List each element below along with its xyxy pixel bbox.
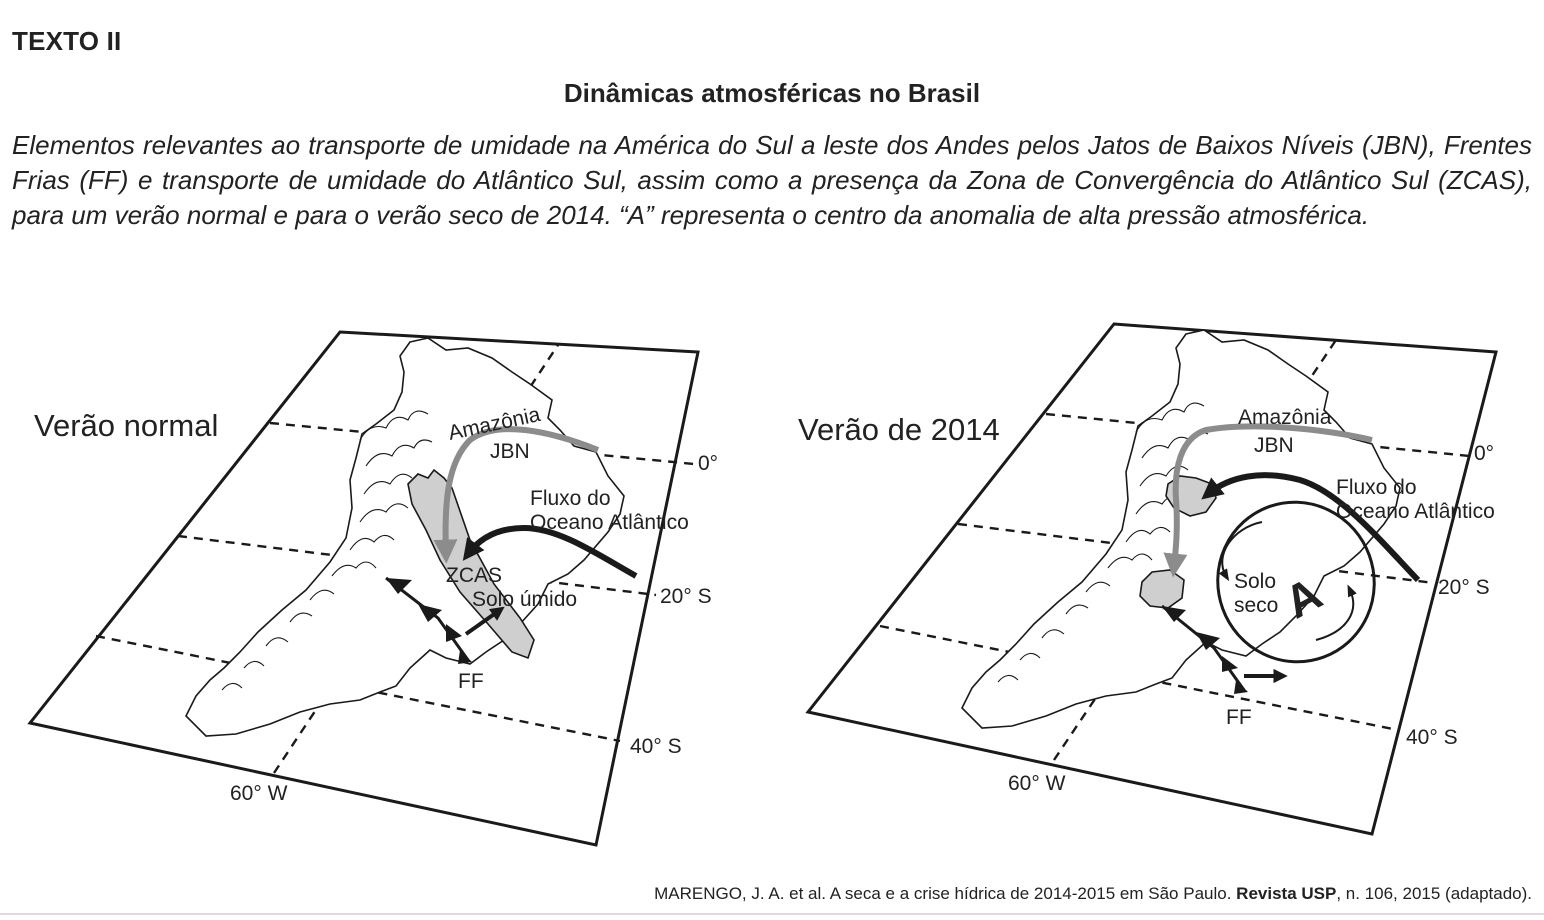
lon-60-label: 60° W bbox=[230, 782, 288, 805]
jbn-label: JBN bbox=[490, 440, 530, 463]
jbn-arrow bbox=[1163, 423, 1373, 578]
flow-label-line2: Oceano Atlântico bbox=[530, 511, 689, 534]
ff-label: FF bbox=[1226, 706, 1252, 729]
section-heading: TEXTO II bbox=[12, 26, 122, 56]
lon-60-label: 60° W bbox=[1008, 772, 1066, 795]
maps-figure: Verão normal Amazônia JBN Fluxo do Ocean… bbox=[27, 322, 1498, 847]
dry-patch-south bbox=[1139, 569, 1185, 609]
flow-label-line2: Oceano Atlântico bbox=[1336, 500, 1495, 523]
jbn-label: JBN bbox=[1254, 434, 1294, 457]
zcas-label: ZCAS bbox=[446, 564, 502, 587]
flow-label-line1: Fluxo do bbox=[1336, 476, 1417, 499]
flow-label-line1: Fluxo do bbox=[530, 487, 611, 510]
lat-40-label: 40° S bbox=[630, 735, 682, 758]
cold-front bbox=[385, 576, 472, 664]
soil-label-line1: Solo bbox=[1234, 570, 1276, 593]
lat-40-label: 40° S bbox=[1406, 726, 1458, 749]
lat-0-label: 0° bbox=[698, 452, 718, 475]
jbn-arrow bbox=[433, 426, 600, 564]
amazonia-label: Amazônia bbox=[1238, 406, 1332, 429]
map-dry: Verão de 2014 Amazônia JBN Fluxo do Ocea… bbox=[798, 322, 1498, 836]
atlantic-flow-arrow bbox=[1201, 472, 1421, 583]
circulation-arrow-left bbox=[1218, 521, 1263, 582]
lat-20-label: 20° S bbox=[1438, 576, 1490, 599]
map-normal: Verão normal Amazônia JBN Fluxo do Ocean… bbox=[27, 330, 718, 847]
figure-caption: Elementos relevantes ao transporte de um… bbox=[12, 130, 1532, 230]
map-title: Verão normal bbox=[34, 408, 218, 443]
cold-front bbox=[1161, 604, 1248, 694]
soil-label-line2: seco bbox=[1234, 594, 1278, 617]
circulation-arrow-right bbox=[1315, 584, 1357, 641]
atlantic-flow-arrow bbox=[462, 524, 638, 579]
ff-arrow bbox=[464, 606, 505, 636]
soil-label: Solo úmido bbox=[472, 588, 577, 611]
figure-title: Dinâmicas atmosféricas no Brasil bbox=[563, 78, 981, 108]
ff-label: FF bbox=[458, 670, 484, 693]
lat-0-label: 0° bbox=[1474, 442, 1494, 465]
bottom-divider bbox=[0, 913, 1544, 915]
lat-20-label: 20° S bbox=[660, 585, 712, 608]
citation-suffix: , n. 106, 2015 (adaptado). bbox=[1336, 884, 1532, 903]
andes-relief bbox=[221, 410, 433, 691]
citation-prefix: MARENGO, J. A. et al. A seca e a crise h… bbox=[654, 884, 1237, 903]
map-title: Verão de 2014 bbox=[798, 412, 1000, 447]
source-citation: MARENGO, J. A. et al. A seca e a crise h… bbox=[654, 884, 1532, 904]
high-pressure-ellipse bbox=[1216, 500, 1376, 664]
citation-journal: Revista USP bbox=[1236, 884, 1337, 903]
south-america-outline bbox=[185, 337, 625, 737]
